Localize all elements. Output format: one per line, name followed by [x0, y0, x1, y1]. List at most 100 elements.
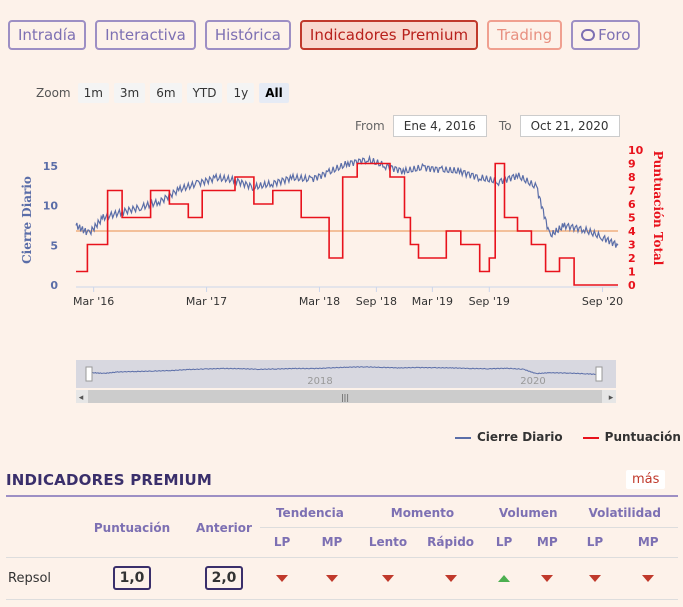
- y-right-tick-label: 8: [628, 171, 636, 184]
- zoom-6m-button[interactable]: 6m: [150, 83, 182, 103]
- zoom-1y-button[interactable]: 1y: [227, 83, 255, 103]
- navigator-year-label: 2020: [520, 376, 545, 387]
- subheader-mp: MP: [637, 535, 659, 549]
- y-axis-right-label: Puntuación Total: [651, 151, 665, 266]
- series-cierre-diario-line: [75, 154, 619, 248]
- scroll-right-arrow-icon[interactable]: ▸: [609, 393, 614, 403]
- x-tick-label: Mar '18: [299, 295, 340, 308]
- tab-label: Histórica: [214, 26, 281, 44]
- to-label: To: [498, 119, 512, 133]
- tab-interactiva[interactable]: Interactiva: [95, 20, 196, 50]
- y-right-tick-label: 9: [628, 158, 636, 171]
- volumen-header: Volumen: [485, 499, 572, 528]
- tendencia-header: Tendencia: [260, 499, 360, 528]
- series-puntuacion-line: [76, 162, 618, 286]
- y-right-tick-label: 2: [628, 252, 636, 265]
- zoom-label: Zoom: [36, 86, 71, 100]
- legend-line-icon: [455, 436, 471, 439]
- signal-arrow-icon: [588, 575, 601, 582]
- scroll-left-arrow-icon[interactable]: ◂: [79, 393, 84, 403]
- tab-label: Trading: [497, 26, 553, 44]
- puntuacion-badge: 1,0: [112, 566, 152, 590]
- chart-legend: Cierre Diario Puntuación: [455, 430, 681, 444]
- tab-trading[interactable]: Trading: [487, 20, 563, 50]
- navigator-right-handle[interactable]: [595, 366, 603, 382]
- anterior-header: Anterior: [196, 520, 252, 535]
- tab-label: Intradía: [18, 26, 77, 44]
- y-axis-left-label: Cierre Diario: [20, 176, 34, 264]
- tab-bar: Intradía Interactiva Histórica Indicador…: [8, 20, 641, 50]
- navigator-series: [91, 366, 601, 376]
- zoom-1m-button[interactable]: 1m: [77, 83, 109, 103]
- volatilidad-header: Volatilidad: [571, 499, 678, 528]
- signal-cell: [618, 556, 678, 600]
- section-divider: [6, 495, 678, 497]
- subheader-mp: MP: [536, 535, 558, 549]
- y-right-tick-label: 7: [628, 185, 636, 198]
- anterior-badge: 2,0: [204, 566, 244, 590]
- subheader-lp: LP: [273, 535, 291, 549]
- y-left-tick-label: 0: [50, 279, 58, 292]
- signal-cell: [485, 556, 524, 600]
- tab-indicadores-premium[interactable]: Indicadores Premium: [299, 20, 479, 50]
- signal-cell: [416, 556, 486, 600]
- subheader-lento: Lento: [368, 535, 408, 549]
- section-title: INDICADORES PREMIUM: [6, 471, 213, 489]
- x-tick-label: Mar '17: [186, 295, 227, 308]
- navigator-left-handle[interactable]: [85, 366, 93, 382]
- x-tick-label: Mar '16: [73, 295, 114, 308]
- tab-historica[interactable]: Histórica: [204, 20, 291, 50]
- scrollbar-thumb[interactable]: [88, 390, 602, 403]
- from-date-input[interactable]: Ene 4, 2016: [392, 115, 487, 137]
- range-navigator[interactable]: 2018 2020 ||| ◂ ▸: [76, 360, 616, 405]
- chat-bubble-icon: [581, 29, 596, 41]
- signal-cell: [304, 556, 360, 600]
- y-left-tick-label: 5: [50, 239, 58, 252]
- navigator-selection[interactable]: [76, 360, 616, 388]
- puntuacion-cell: 1,0: [76, 556, 188, 600]
- legend-item-cierre[interactable]: Cierre Diario: [455, 430, 563, 444]
- subheader-lp: LP: [495, 535, 513, 549]
- y-right-tick-label: 0: [628, 279, 636, 292]
- subheader-mp: MP: [321, 535, 343, 549]
- signal-arrow-icon: [325, 575, 338, 582]
- subheader-lp: LP: [586, 535, 604, 549]
- signal-arrow-icon: [642, 575, 655, 582]
- signal-arrow-icon: [498, 575, 511, 582]
- zoom-ytd-button[interactable]: YTD: [186, 83, 223, 103]
- tab-label: Indicadores Premium: [309, 26, 469, 44]
- y-left-tick-label: 10: [43, 200, 59, 213]
- scrollbar-grip-icon: |||: [341, 393, 349, 402]
- signal-cell: [571, 556, 619, 600]
- signal-arrow-icon: [276, 575, 289, 582]
- navigator-year-label: 2018: [307, 376, 332, 387]
- to-date-input[interactable]: Oct 21, 2020: [519, 115, 620, 137]
- y-right-tick-label: 5: [628, 212, 636, 225]
- signal-arrow-icon: [444, 575, 457, 582]
- tab-foro[interactable]: Foro: [571, 20, 641, 50]
- date-range: From Ene 4, 2016 To Oct 21, 2020: [355, 115, 620, 137]
- x-tick-label: Sep '18: [356, 295, 397, 308]
- signal-arrow-icon: [541, 575, 554, 582]
- indicators-table: Puntuación Anterior Tendencia Momento Vo…: [6, 499, 678, 600]
- tab-intradia[interactable]: Intradía: [8, 20, 87, 50]
- tab-label: Foro: [598, 26, 631, 44]
- y-right-tick-label: 3: [628, 239, 636, 252]
- anterior-cell: 2,0: [188, 556, 260, 600]
- more-button[interactable]: más: [626, 470, 666, 489]
- zoom-controls: Zoom 1m 3m 6m YTD 1y All: [36, 83, 289, 103]
- zoom-all-button[interactable]: All: [259, 83, 289, 103]
- signal-cell: [523, 556, 572, 600]
- subheader-rapido: Rápido: [427, 535, 475, 549]
- tab-label: Interactiva: [105, 26, 186, 44]
- company-name[interactable]: Repsol: [6, 556, 76, 600]
- x-tick-label: Mar '19: [412, 295, 453, 308]
- table-row[interactable]: Repsol 1,0 2,0: [6, 556, 678, 600]
- legend-item-puntuacion[interactable]: Puntuación: [582, 430, 681, 444]
- y-right-tick-label: 10: [628, 144, 644, 157]
- momento-header: Momento: [359, 499, 486, 528]
- signal-arrow-icon: [381, 575, 394, 582]
- zoom-3m-button[interactable]: 3m: [113, 83, 146, 103]
- legend-label: Cierre Diario: [477, 430, 563, 444]
